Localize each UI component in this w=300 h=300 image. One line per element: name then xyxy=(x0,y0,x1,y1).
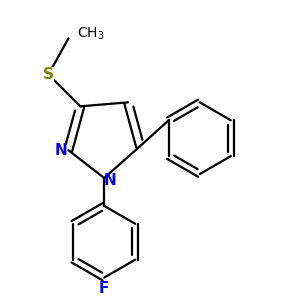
Text: F: F xyxy=(99,281,110,296)
Text: S: S xyxy=(43,67,54,82)
Text: N: N xyxy=(55,142,68,158)
Text: CH$_3$: CH$_3$ xyxy=(77,26,105,42)
Text: N: N xyxy=(104,172,116,188)
